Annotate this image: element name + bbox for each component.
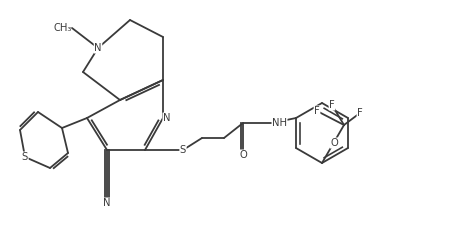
Text: N: N — [163, 113, 170, 123]
Text: F: F — [329, 100, 335, 110]
Text: N: N — [94, 43, 102, 53]
Text: S: S — [180, 145, 186, 155]
Text: CH₃: CH₃ — [54, 23, 72, 33]
Text: N: N — [103, 198, 111, 208]
Text: O: O — [239, 150, 247, 160]
Text: F: F — [314, 106, 320, 116]
Text: O: O — [330, 138, 338, 148]
Text: NH: NH — [272, 118, 287, 128]
Text: S: S — [22, 152, 28, 162]
Text: F: F — [357, 108, 363, 118]
